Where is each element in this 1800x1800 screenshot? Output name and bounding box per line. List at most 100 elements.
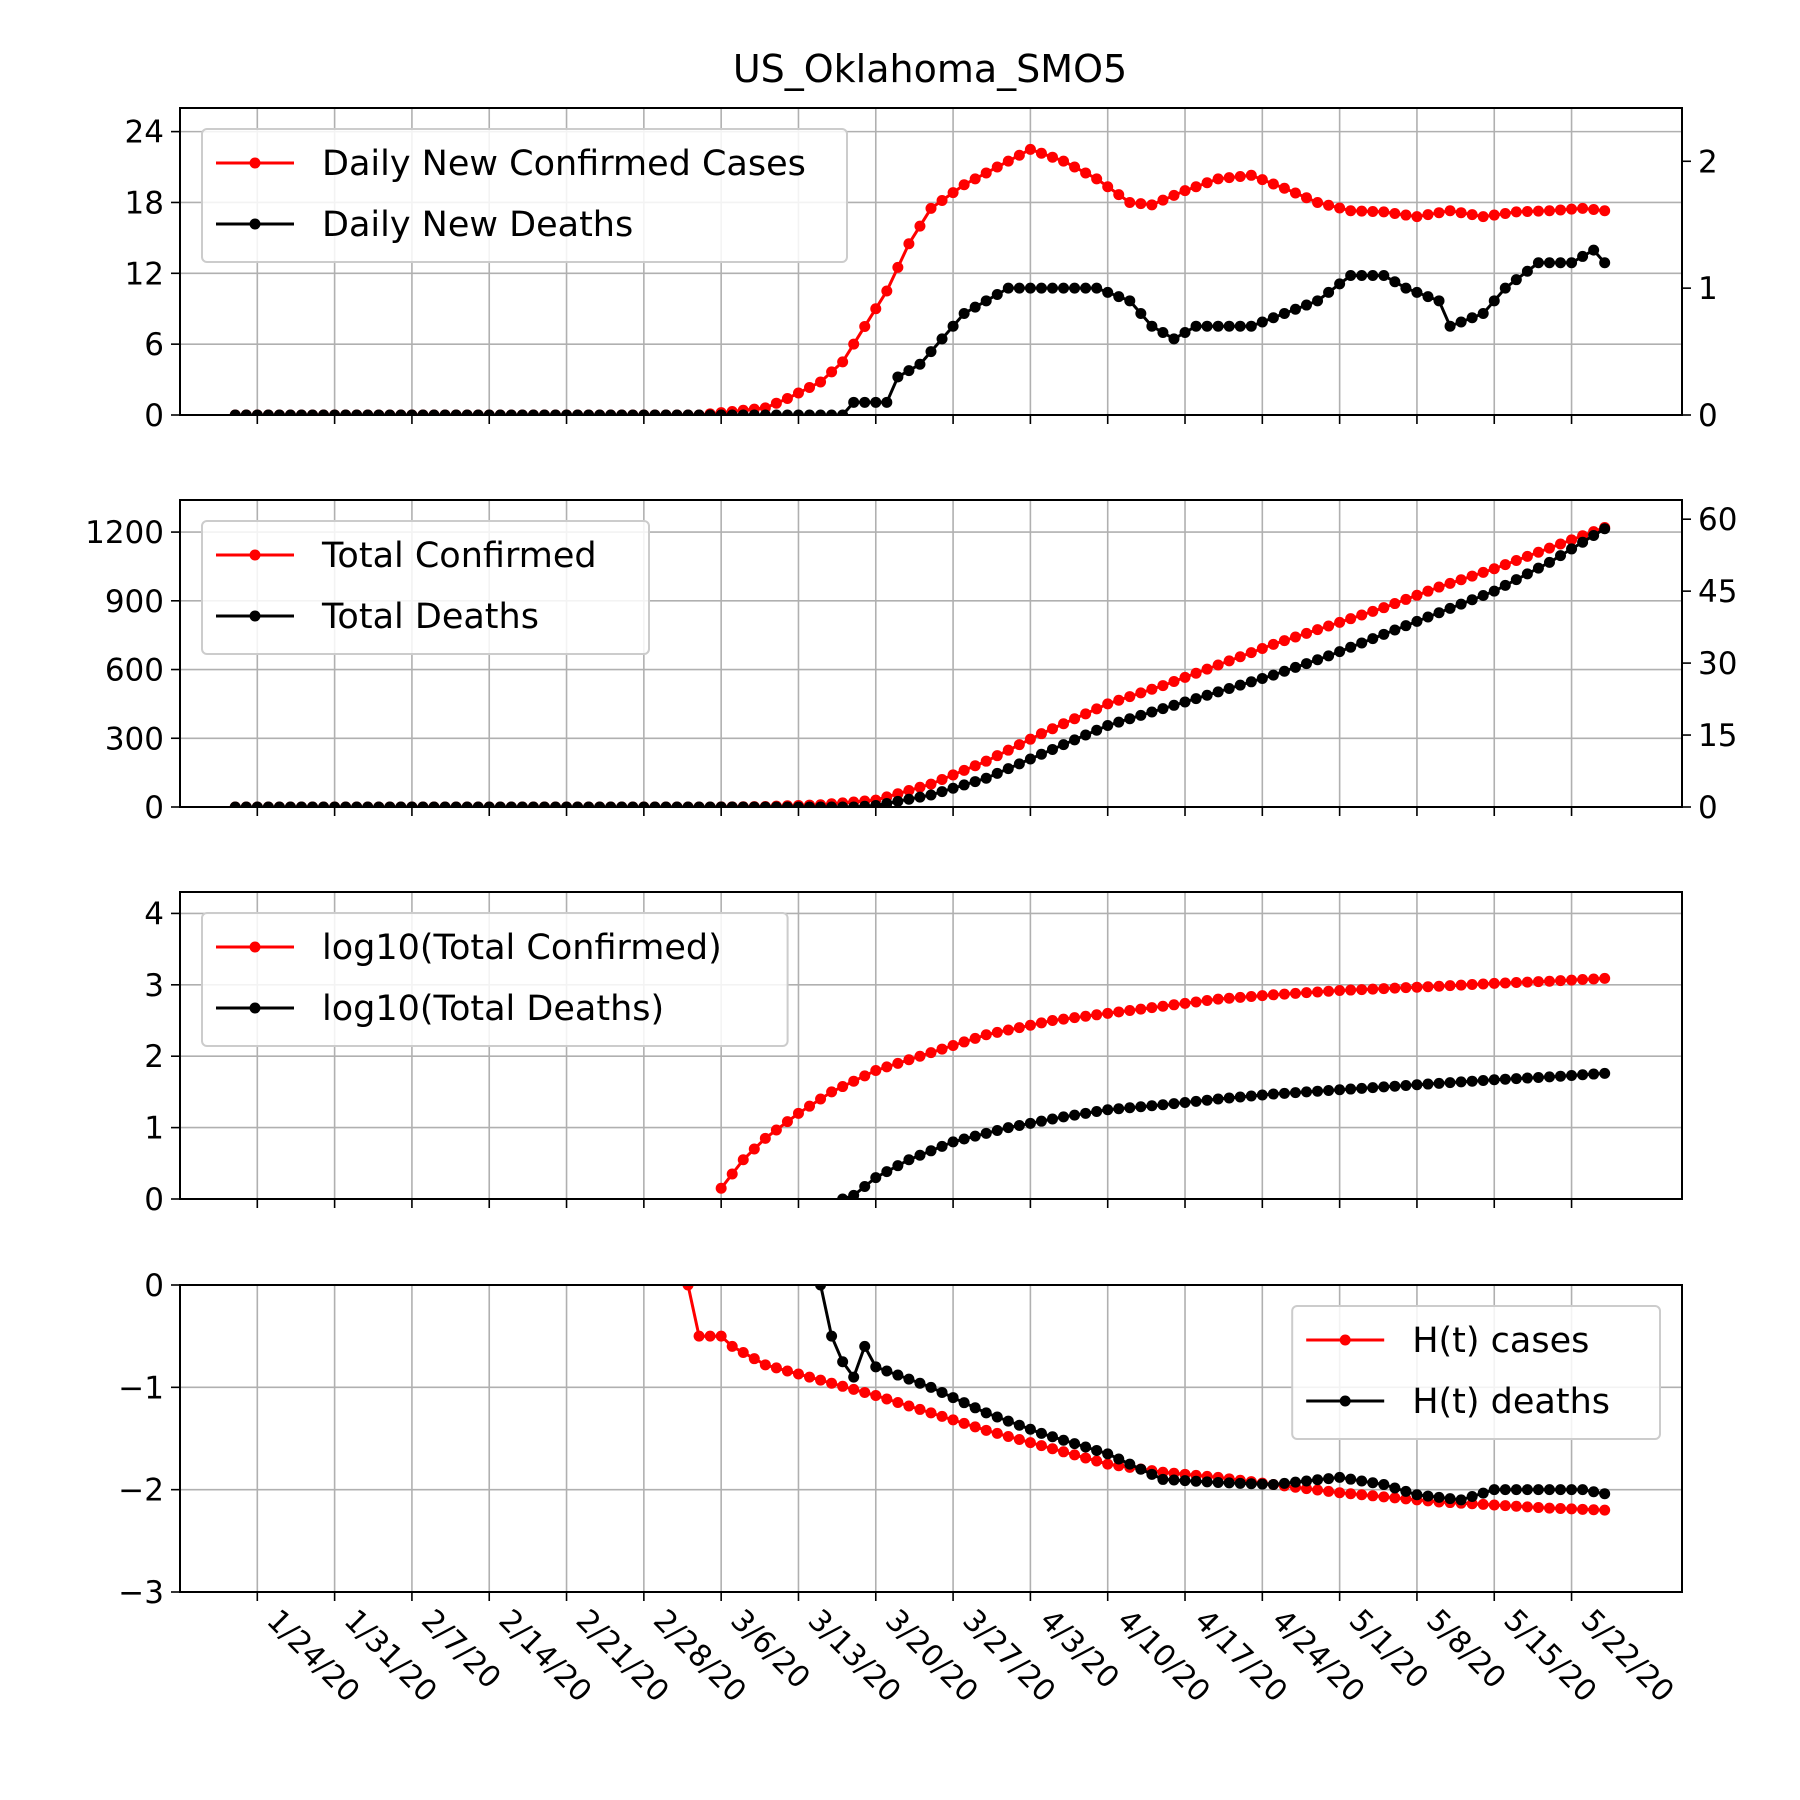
data-point bbox=[748, 801, 760, 807]
data-point bbox=[770, 1362, 782, 1374]
data-point bbox=[1245, 320, 1257, 332]
data-point bbox=[1113, 189, 1125, 201]
data-point bbox=[1588, 1486, 1600, 1498]
y-tick-label: 600 bbox=[105, 653, 164, 689]
legend: Total Confirmed Total Deaths bbox=[201, 520, 650, 655]
data-point bbox=[958, 1036, 970, 1048]
data-point bbox=[1245, 169, 1257, 181]
data-point bbox=[1367, 605, 1379, 617]
data-point bbox=[1466, 594, 1478, 606]
data-point bbox=[1577, 250, 1589, 262]
data-point bbox=[1477, 589, 1489, 601]
data-point bbox=[240, 409, 252, 415]
data-point bbox=[1444, 577, 1456, 589]
data-point bbox=[1444, 602, 1456, 614]
data-point bbox=[1334, 985, 1346, 997]
data-point bbox=[1212, 1477, 1224, 1489]
y-tick-label: 300 bbox=[105, 721, 164, 757]
legend-marker bbox=[249, 218, 261, 230]
legend-label: Daily New Confirmed Cases bbox=[322, 144, 806, 184]
data-point bbox=[1477, 1498, 1489, 1510]
data-point bbox=[1543, 1502, 1555, 1514]
data-point bbox=[1234, 651, 1246, 663]
data-point bbox=[1411, 1489, 1423, 1501]
data-point bbox=[958, 1397, 970, 1409]
data-point bbox=[1301, 192, 1312, 204]
data-point bbox=[1499, 559, 1511, 571]
data-point bbox=[1024, 282, 1036, 294]
data-point bbox=[1080, 1107, 1092, 1119]
data-point bbox=[1102, 181, 1114, 193]
data-point bbox=[1013, 739, 1025, 751]
data-point bbox=[704, 1330, 716, 1342]
data-point bbox=[1035, 728, 1047, 740]
data-point bbox=[251, 409, 263, 415]
data-point bbox=[1124, 1102, 1136, 1114]
data-point bbox=[1323, 1485, 1335, 1497]
data-point bbox=[1212, 320, 1224, 332]
legend-label: Total Deaths bbox=[321, 597, 539, 637]
data-point bbox=[991, 750, 1003, 762]
data-point bbox=[1543, 1484, 1555, 1496]
data-point bbox=[1400, 1485, 1412, 1497]
data-point bbox=[1002, 744, 1014, 756]
data-point bbox=[1433, 207, 1445, 219]
data-point bbox=[1168, 1474, 1180, 1486]
data-point bbox=[815, 376, 827, 388]
data-point bbox=[980, 1424, 992, 1436]
data-point bbox=[229, 409, 241, 415]
data-point bbox=[1433, 1077, 1445, 1089]
data-point bbox=[1543, 542, 1555, 554]
data-point bbox=[1378, 1081, 1390, 1093]
data-point bbox=[384, 409, 396, 415]
data-point bbox=[804, 801, 816, 807]
data-point bbox=[1411, 981, 1423, 993]
data-point bbox=[958, 179, 970, 191]
data-point bbox=[1168, 189, 1180, 201]
data-point bbox=[1521, 206, 1533, 218]
data-point bbox=[262, 801, 274, 807]
data-point bbox=[1499, 207, 1511, 219]
data-point bbox=[1223, 1092, 1235, 1104]
data-point bbox=[837, 356, 849, 368]
data-point bbox=[395, 409, 407, 415]
data-point bbox=[1069, 734, 1081, 746]
data-point bbox=[1124, 1458, 1136, 1470]
data-point bbox=[715, 409, 727, 415]
data-point bbox=[1201, 1476, 1213, 1488]
data-point bbox=[1444, 320, 1456, 332]
data-point bbox=[925, 202, 937, 214]
data-point bbox=[770, 409, 782, 415]
data-point bbox=[1256, 1089, 1268, 1101]
y-tick-label: 0 bbox=[144, 790, 164, 826]
data-point bbox=[229, 801, 241, 807]
data-point bbox=[1312, 295, 1324, 307]
data-point bbox=[1201, 320, 1213, 332]
data-point bbox=[561, 409, 573, 415]
data-point bbox=[1411, 589, 1423, 601]
data-point bbox=[1588, 529, 1600, 541]
data-point bbox=[1256, 1478, 1268, 1490]
data-point bbox=[1521, 976, 1533, 988]
data-point bbox=[1378, 602, 1390, 614]
data-point bbox=[450, 801, 462, 807]
series-log10-total-deaths- bbox=[837, 1067, 1611, 1199]
data-point bbox=[1599, 972, 1611, 984]
data-point bbox=[1179, 1096, 1191, 1108]
data-point bbox=[1024, 143, 1036, 155]
data-point bbox=[1212, 993, 1224, 1005]
data-point bbox=[1201, 663, 1213, 675]
data-point bbox=[1267, 1088, 1279, 1100]
data-point bbox=[958, 779, 970, 791]
data-point bbox=[1345, 205, 1357, 217]
data-point bbox=[1212, 686, 1224, 698]
y-tick-label: −1 bbox=[118, 1370, 164, 1406]
data-point bbox=[262, 409, 274, 415]
data-point bbox=[1323, 985, 1335, 997]
data-point bbox=[859, 1340, 871, 1352]
data-point bbox=[936, 1410, 948, 1422]
data-point bbox=[1091, 1106, 1103, 1118]
data-point bbox=[1289, 987, 1301, 999]
